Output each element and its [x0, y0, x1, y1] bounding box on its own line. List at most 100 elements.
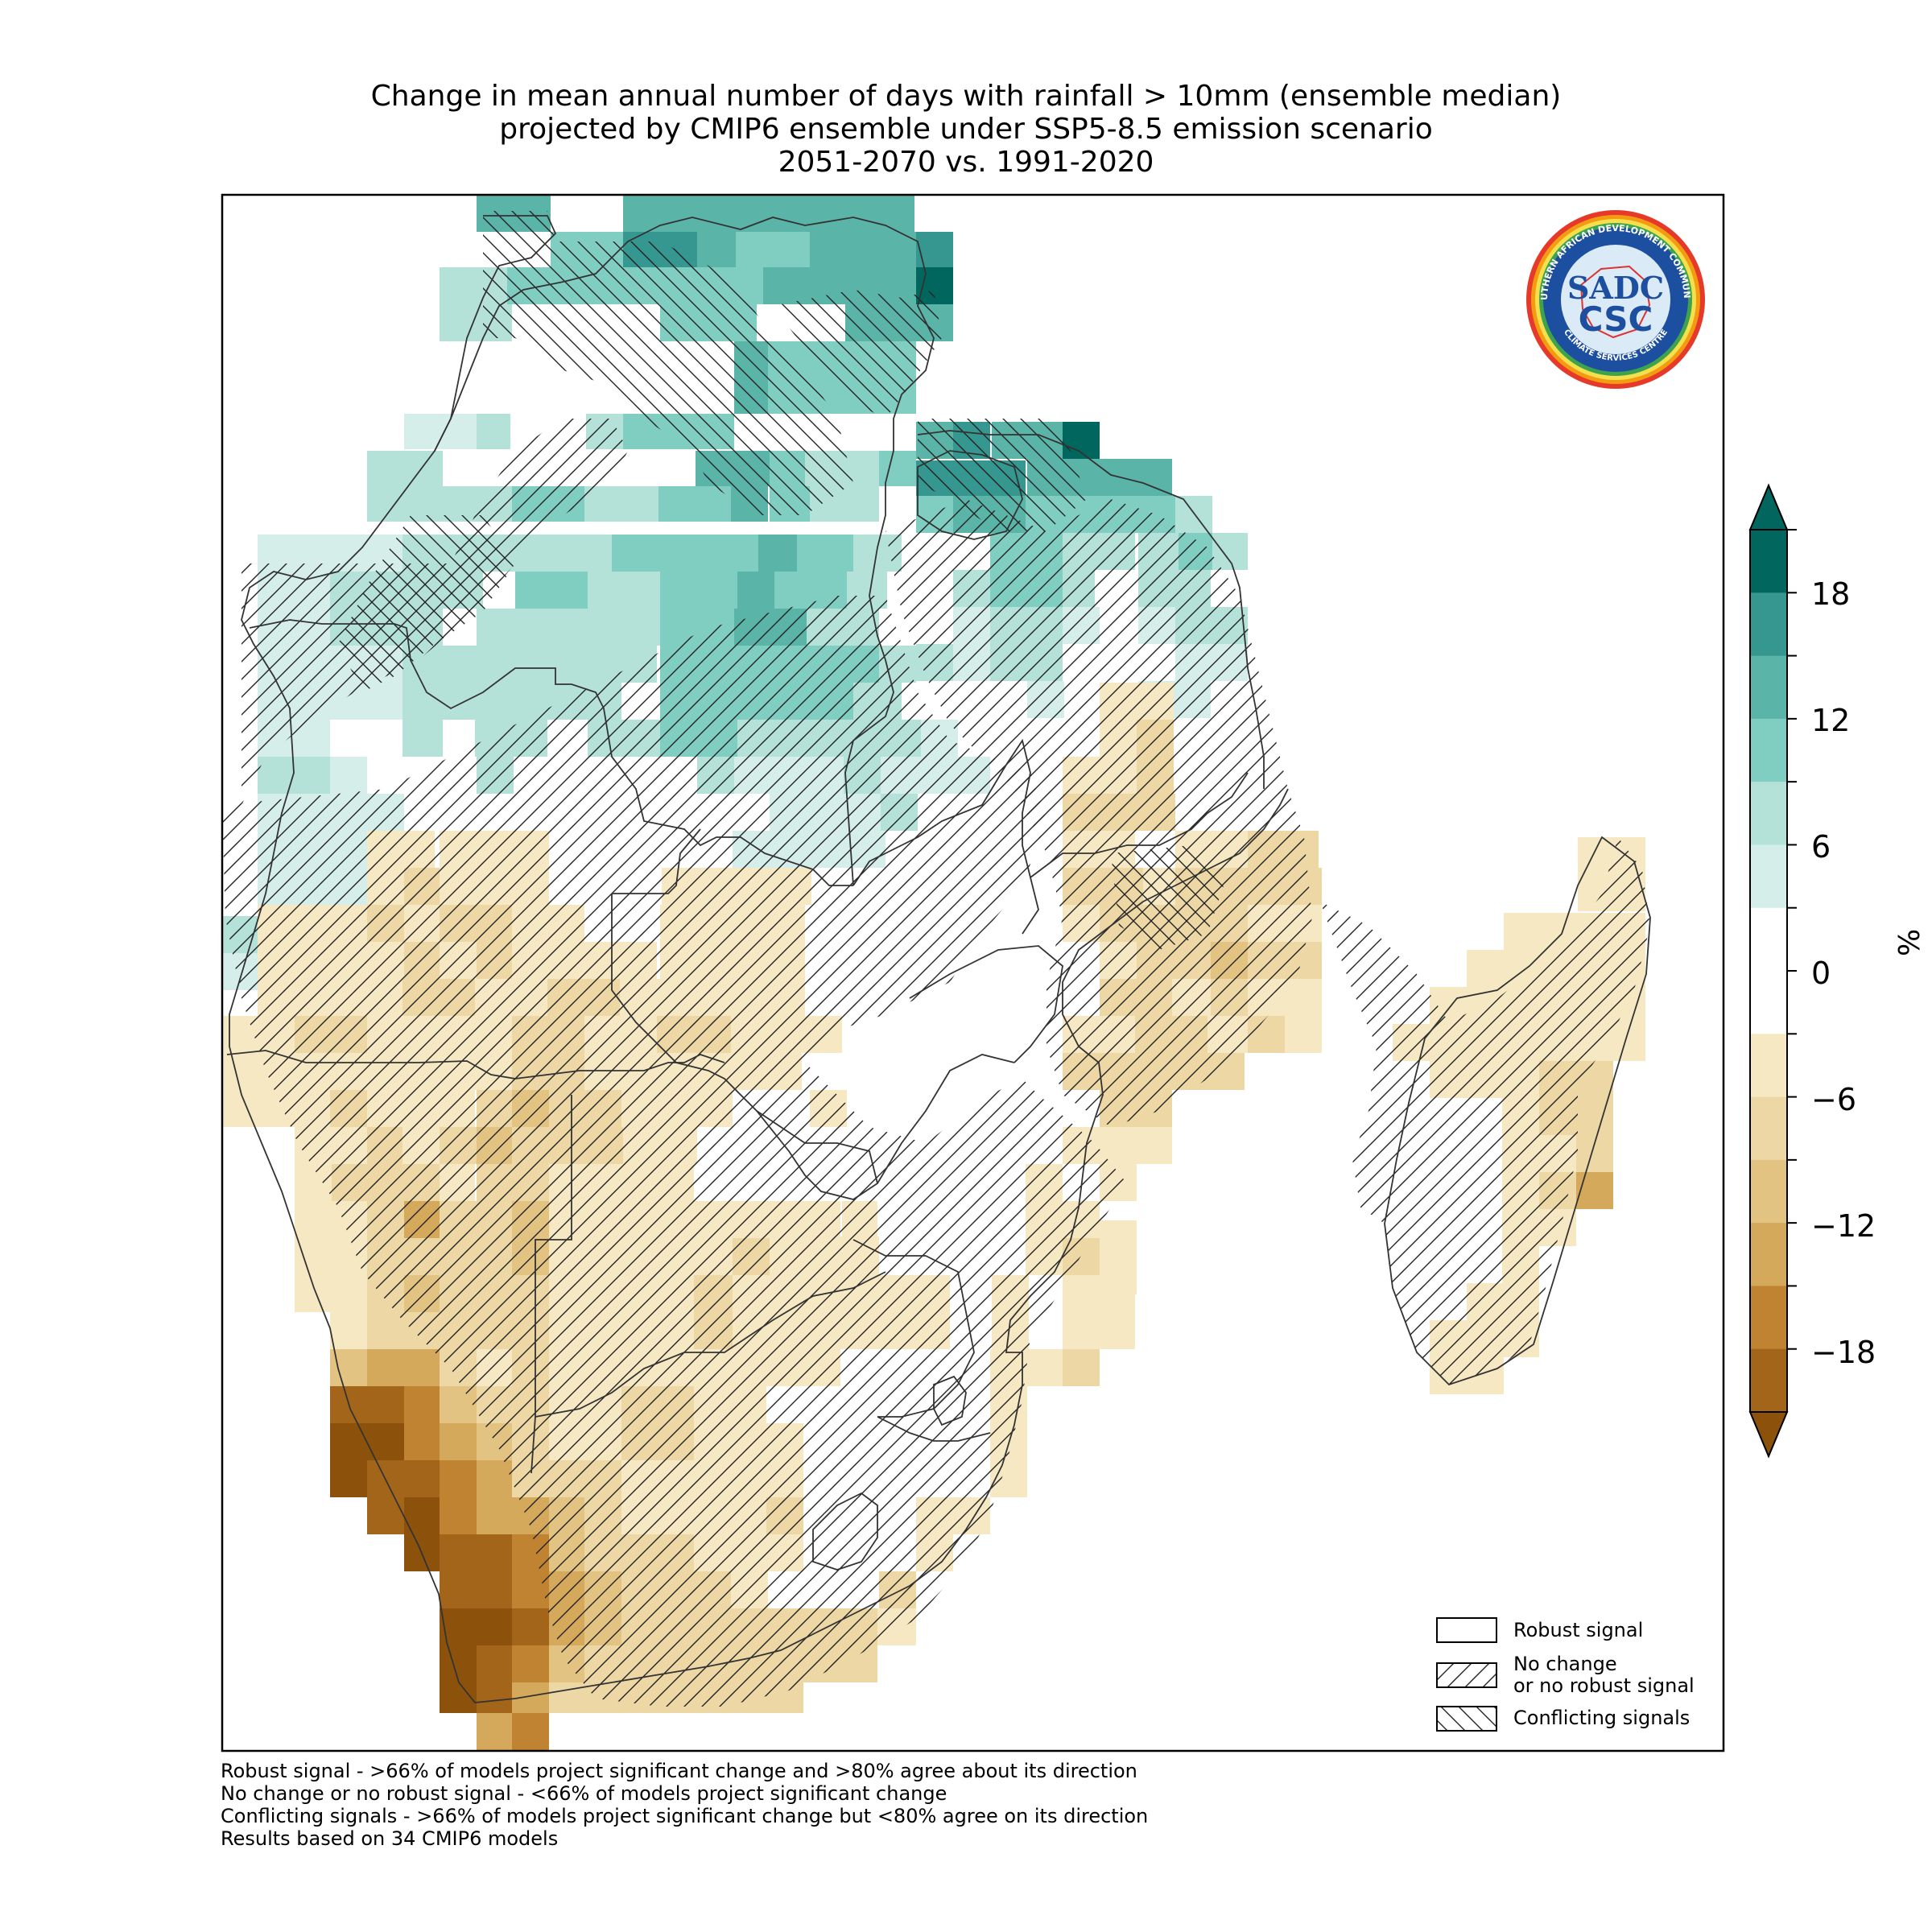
grid-cell	[477, 1608, 514, 1645]
grid-cell	[330, 757, 367, 794]
colorbar-segment	[1750, 655, 1787, 720]
grid-cell	[440, 1608, 477, 1645]
zimbabwe-border	[756, 1110, 975, 1418]
grid-cell	[515, 572, 588, 609]
zambia-drc-east-border	[852, 738, 1039, 935]
colorbar-segment	[1750, 718, 1787, 782]
conflicting-hatching	[773, 290, 942, 419]
grid-cell	[404, 1349, 440, 1386]
grid-cell	[1576, 1098, 1613, 1135]
sadc-csc-logo: SOUTHERN AFRICAN DEVELOPMENT COMMUNITY C…	[1525, 208, 1705, 389]
africa-west-coast	[229, 215, 1289, 1703]
grid-cell	[477, 414, 510, 449]
shaded-change-field	[222, 195, 1650, 1750]
grid-cell	[330, 1423, 367, 1460]
grid-cell	[404, 1534, 441, 1571]
logo-mark-sadc: SADC	[1567, 270, 1664, 306]
grid-cell	[330, 1460, 367, 1497]
logo-mark-csc: CSC	[1579, 299, 1653, 339]
grid-cell	[736, 232, 810, 267]
grid-cell	[1285, 1016, 1322, 1053]
grid-cell	[367, 1349, 404, 1386]
grid-cell	[440, 1460, 477, 1497]
colorbar-tick-label: 12	[1811, 703, 1851, 738]
colorbar-tick-label: 18	[1811, 576, 1851, 612]
grid-cell	[477, 1713, 514, 1750]
colorbar-segment	[1750, 1159, 1787, 1224]
grid-cell	[737, 572, 774, 609]
conflicting-hatching	[918, 419, 1087, 531]
no-change-hatching	[886, 499, 1312, 1127]
grid-cell	[1100, 1127, 1172, 1164]
colorbar-segment	[1750, 530, 1787, 593]
grid-cell	[1063, 1312, 1135, 1349]
colorbar-segment	[1750, 1034, 1787, 1098]
grid-cell	[477, 1534, 514, 1571]
madagascar-outline	[1384, 836, 1651, 1386]
map-frame	[221, 193, 1725, 1752]
colorbar-segment	[1750, 1286, 1787, 1350]
grid-cell	[758, 535, 797, 572]
footnote-no-change: No change or no robust signal - <66% of …	[221, 1782, 947, 1805]
colorbar-segment	[1750, 844, 1787, 909]
grid-cell	[440, 1645, 477, 1682]
colorbar-tick-label: 6	[1811, 829, 1831, 865]
grid-cell	[404, 1460, 440, 1497]
legend-robust-label: Robust signal	[1513, 1619, 1644, 1641]
grid-cell	[515, 609, 588, 646]
conflicting-hatching	[1111, 845, 1224, 950]
eswatini-border	[933, 1375, 967, 1426]
colorbar-unit-label: %	[1893, 928, 1926, 956]
map-title-line-2: projected by CMIP6 ensemble under SSP5-8…	[499, 113, 1433, 146]
grid-cell	[512, 1713, 549, 1750]
drc-angola-border	[249, 619, 853, 886]
grid-cell	[367, 1312, 404, 1349]
grid-cell	[440, 1534, 477, 1571]
country-borders	[226, 215, 1289, 1703]
colorbar-segment	[1750, 1348, 1787, 1413]
grid-cell	[879, 451, 916, 486]
grid-cell	[440, 1423, 477, 1460]
legend-no-change-swatch	[1436, 1662, 1497, 1688]
colorbar-tick-label: −12	[1811, 1208, 1876, 1244]
tanzania-north-border	[917, 430, 1265, 789]
grid-cell	[547, 646, 620, 683]
drc-north-border	[434, 217, 935, 886]
grid-cell	[404, 1423, 440, 1460]
grid-cell	[797, 535, 853, 572]
grid-cell	[367, 1497, 404, 1534]
grid-cell	[295, 1238, 332, 1275]
footnote-conflicting: Conflicting signals - >66% of models pro…	[221, 1805, 1149, 1827]
grid-cell	[404, 414, 477, 449]
grid-cell	[810, 232, 916, 267]
colorbar	[1748, 483, 1797, 1459]
grid-cell	[330, 1349, 367, 1386]
colorbar-segment	[1750, 1223, 1787, 1286]
grid-cell	[330, 1312, 367, 1349]
conflicting-hatching	[483, 211, 853, 515]
colorbar-segment	[1750, 592, 1787, 657]
legend-robust-swatch	[1436, 1617, 1497, 1643]
map-title-line-3: 2051-2070 vs. 1991-2020	[778, 146, 1154, 179]
legend-conflicting-swatch	[1436, 1706, 1497, 1732]
colorbar-segment	[1750, 907, 1787, 972]
grid-cell	[477, 1571, 514, 1608]
grid-cell	[440, 1571, 477, 1608]
colorbar-segment	[1750, 1096, 1787, 1161]
grid-cell	[367, 1386, 404, 1423]
malawi-border	[909, 945, 1063, 1063]
colorbar-tick-label: −6	[1811, 1082, 1857, 1117]
zambia-border	[611, 828, 1015, 1200]
grid-cell	[612, 535, 684, 572]
grid-cell	[588, 609, 660, 646]
grid-cell	[588, 572, 660, 609]
lake-victoria	[917, 450, 1023, 540]
grid-cell	[1063, 1275, 1135, 1312]
mozambique-tanzania-border	[1030, 772, 1249, 878]
legend-conflicting-label: Conflicting signals	[1513, 1707, 1690, 1729]
grid-cell	[440, 1497, 477, 1534]
grid-cell	[477, 1645, 514, 1682]
colorbar-segment	[1750, 782, 1787, 845]
map-title-line-1: Change in mean annual number of days wit…	[370, 80, 1562, 113]
